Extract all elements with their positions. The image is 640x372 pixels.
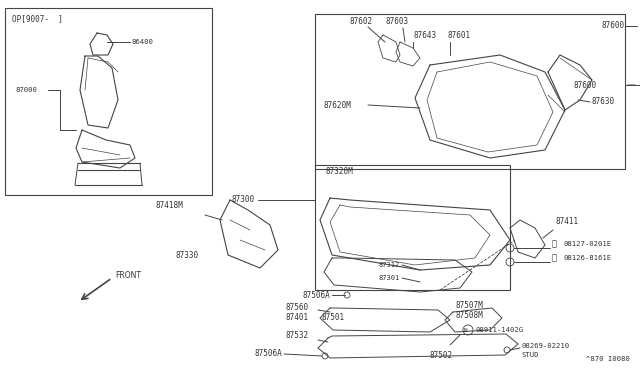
- Bar: [315, 165, 510, 290]
- Text: 87630: 87630: [592, 97, 615, 106]
- Text: 87501: 87501: [321, 314, 344, 323]
- Text: FRONT: FRONT: [115, 270, 141, 279]
- Text: Ⓑ: Ⓑ: [552, 253, 557, 263]
- Text: 87418M: 87418M: [155, 201, 183, 209]
- Text: 08127-0201E: 08127-0201E: [563, 241, 611, 247]
- Text: 08126-8161E: 08126-8161E: [563, 255, 611, 261]
- Text: 87320M: 87320M: [325, 167, 353, 176]
- Text: 87506A: 87506A: [254, 350, 282, 359]
- Text: 87508M: 87508M: [455, 311, 483, 321]
- Text: 87301: 87301: [379, 275, 400, 281]
- Text: Ⓑ: Ⓑ: [552, 240, 557, 248]
- Text: 87506A: 87506A: [302, 291, 330, 299]
- Text: 87532: 87532: [285, 331, 308, 340]
- Text: 87602: 87602: [350, 17, 373, 26]
- Text: 87300: 87300: [232, 196, 255, 205]
- Text: STUD: STUD: [522, 352, 540, 358]
- Text: 87507M: 87507M: [455, 301, 483, 310]
- Text: 08269-02210: 08269-02210: [522, 343, 570, 349]
- Text: 08911-1402G: 08911-1402G: [476, 327, 524, 333]
- Text: 87601: 87601: [447, 31, 470, 39]
- Text: 87330: 87330: [175, 250, 198, 260]
- Text: 87312: 87312: [379, 262, 400, 268]
- Text: 87603: 87603: [385, 17, 408, 26]
- Text: N: N: [463, 327, 467, 333]
- Text: 86400: 86400: [132, 39, 154, 45]
- Text: ^870 I0080: ^870 I0080: [586, 356, 630, 362]
- Bar: [5, 8, 212, 195]
- Text: 87560: 87560: [285, 302, 308, 311]
- Bar: [315, 14, 625, 169]
- Text: 87600: 87600: [602, 22, 625, 31]
- Text: 87401: 87401: [285, 314, 308, 323]
- Text: 87600: 87600: [574, 80, 597, 90]
- Text: OP[9007-  ]: OP[9007- ]: [12, 15, 63, 23]
- Text: 87620M: 87620M: [323, 100, 351, 109]
- Text: 87643: 87643: [414, 31, 437, 39]
- Text: 87000: 87000: [15, 87, 37, 93]
- Text: 87411: 87411: [555, 218, 578, 227]
- Text: 87502: 87502: [430, 350, 453, 359]
